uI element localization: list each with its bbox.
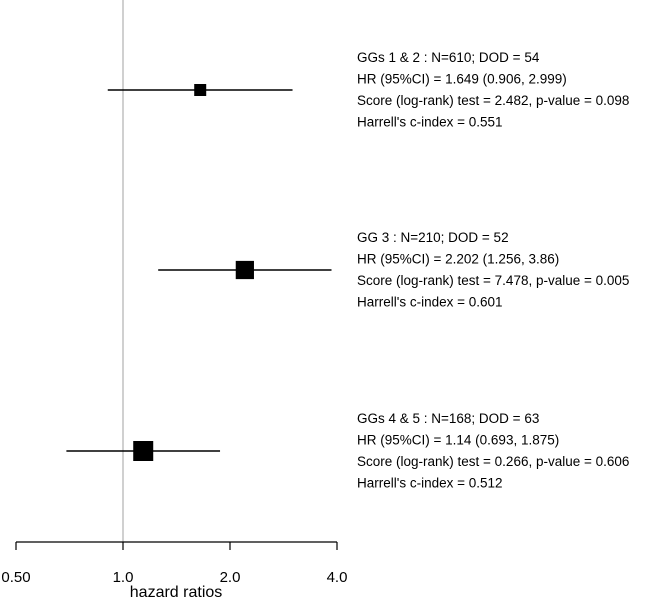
x-tick-label: 2.0 [220, 569, 241, 586]
x-tick-label: 4.0 [327, 569, 348, 586]
x-axis-title: hazard ratios [130, 584, 223, 598]
forest-row: GGs 4 & 5 : N=168; DOD = 63 HR (95%CI) = … [66, 411, 629, 491]
forest-row: GG 3 : N=210; DOD = 52 HR (95%CI) = 2.202… [158, 230, 629, 310]
forest-row: GGs 1 & 2 : N=610; DOD = 54 HR (95%CI) = … [107, 50, 629, 130]
hr-point [194, 84, 207, 96]
x-axis: 0.50 1.0 2.0 4.0 [1, 541, 348, 586]
annotation-line: GGs 1 & 2 : N=610; DOD = 54 [357, 50, 540, 65]
annotation-line: Harrell's c-index = 0.512 [357, 476, 503, 491]
x-tick-label: 1.0 [113, 569, 134, 586]
annotation-line: HR (95%CI) = 1.14 (0.693, 1.875) [357, 433, 559, 448]
annotation-line: Score (log-rank) test = 7.478, p-value =… [357, 273, 629, 288]
hr-point [133, 441, 154, 461]
annotation-line: Harrell's c-index = 0.601 [357, 295, 503, 310]
rows-group: GGs 1 & 2 : N=610; DOD = 54 HR (95%CI) = … [66, 50, 629, 491]
annotation-line: GG 3 : N=210; DOD = 52 [357, 230, 509, 245]
annotation-line: HR (95%CI) = 1.649 (0.906, 2.999) [357, 72, 567, 87]
annotation-line: GGs 4 & 5 : N=168; DOD = 63 [357, 411, 539, 426]
annotation-line: Score (log-rank) test = 0.266, p-value =… [357, 454, 629, 469]
x-tick-label: 0.50 [1, 569, 30, 586]
annotation-line: Harrell's c-index = 0.551 [357, 115, 503, 130]
hr-point [235, 260, 254, 280]
annotation-line: Score (log-rank) test = 2.482, p-value =… [357, 93, 629, 108]
annotation-line: HR (95%CI) = 2.202 (1.256, 3.86) [357, 252, 559, 267]
